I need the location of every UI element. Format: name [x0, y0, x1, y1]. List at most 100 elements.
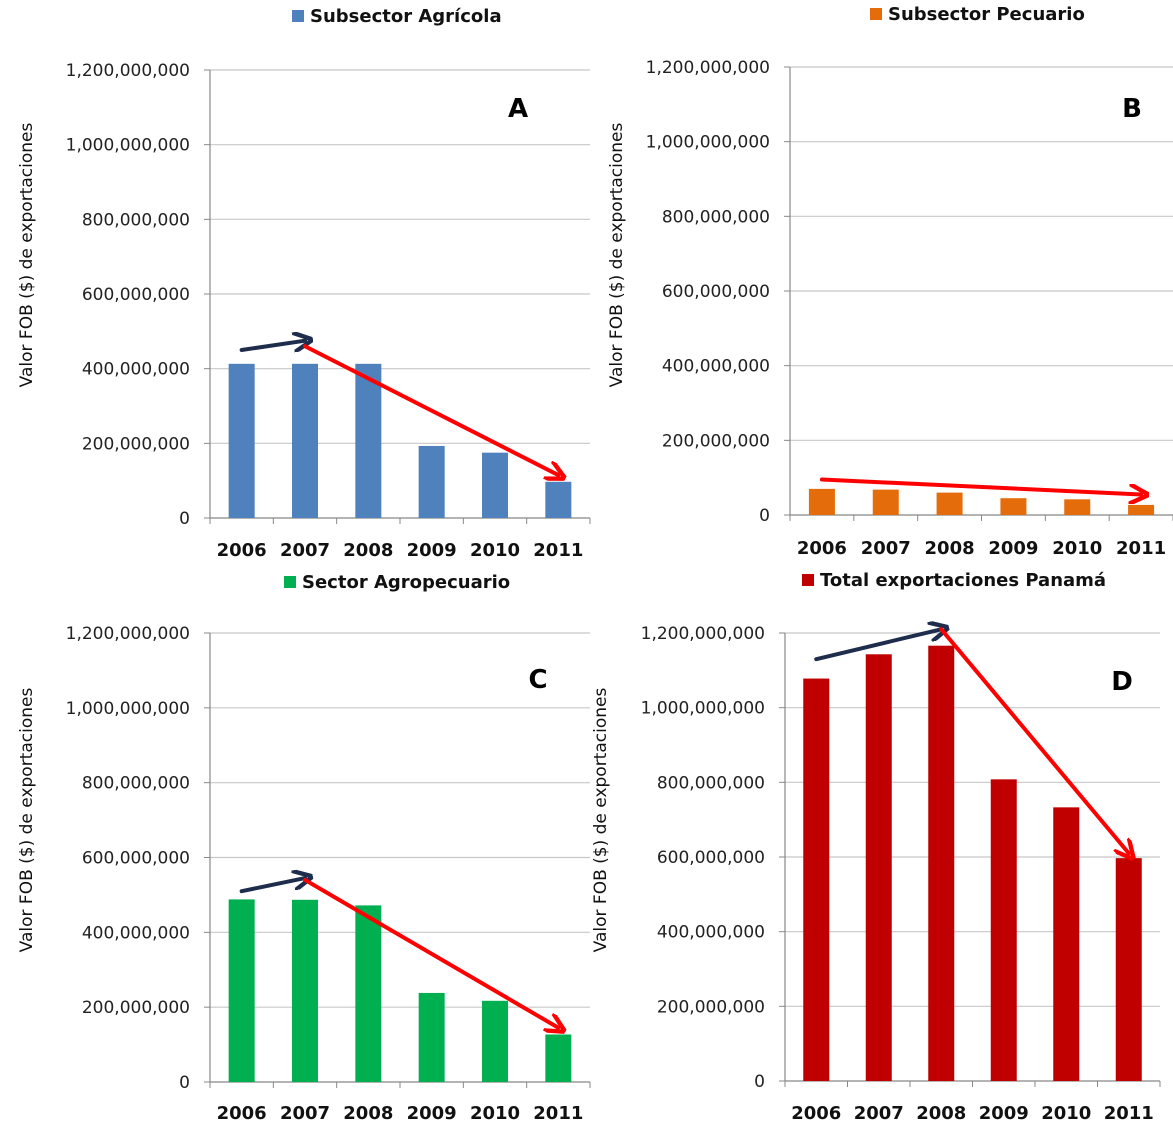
panel-letter: D — [1111, 667, 1133, 697]
x-tick-label: 2009 — [988, 538, 1038, 559]
x-tick-label: 2011 — [533, 1103, 583, 1123]
bar-2011 — [545, 1034, 572, 1082]
y-tick-label: 0 — [179, 1073, 190, 1093]
y-tick-label: 1,200,000,000 — [646, 58, 770, 78]
trend-arrow-up — [814, 629, 941, 662]
y-axis-label: Valor FOB ($) de exportaciones — [17, 688, 37, 953]
x-tick-label: 2006 — [791, 1103, 841, 1123]
trend-arrow-down — [303, 344, 558, 475]
bar-2009 — [418, 992, 445, 1082]
bar-2009 — [990, 779, 1017, 1081]
y-tick-label: 800,000,000 — [662, 207, 770, 227]
x-tick-label: 2007 — [861, 538, 911, 559]
x-tick-label: 2011 — [1116, 538, 1166, 559]
x-tick-label: 2007 — [280, 540, 330, 561]
bar-2009 — [1000, 498, 1027, 515]
y-tick-label: 400,000,000 — [82, 360, 190, 380]
x-tick-label: 2010 — [1041, 1103, 1091, 1123]
y-tick-label: 600,000,000 — [82, 285, 190, 305]
chart-panel-b: 0 200,000,000 400,000,000 600,000,000 800,00… — [607, 4, 1173, 559]
trend-arrow-down — [939, 627, 1129, 853]
x-tick-label: 2010 — [470, 540, 520, 561]
y-axis-label: Valor FOB ($) de exportaciones — [591, 688, 611, 953]
x-tick-label: 2006 — [217, 540, 267, 561]
y-tick-label: 600,000,000 — [82, 849, 190, 869]
legend-label: Subsector Agrícola — [310, 6, 502, 27]
x-tick-label: 2010 — [470, 1103, 520, 1123]
bar-2006 — [228, 363, 255, 518]
trend-arrow-down — [303, 877, 558, 1028]
y-tick-label: 200,000,000 — [662, 431, 770, 451]
bar-2006 — [803, 678, 830, 1081]
bar-2010 — [1064, 499, 1091, 515]
y-tick-label: 1,000,000,000 — [66, 136, 190, 156]
chart-panel-a: 0 200,000,000 400,000,000 600,000,000 800,00… — [17, 6, 591, 561]
y-tick-label: 200,000,000 — [657, 997, 765, 1017]
y-tick-label: 1,000,000,000 — [641, 699, 765, 719]
bar-2007 — [292, 899, 318, 1082]
legend-label: Total exportaciones Panamá — [820, 570, 1106, 591]
legend-label: Sector Agropecuario — [302, 572, 510, 593]
bar-2008 — [355, 363, 382, 518]
y-tick-label: 0 — [759, 506, 770, 526]
chart-panel-d: 0 200,000,000 400,000,000 600,000,000 800,00… — [591, 570, 1161, 1123]
x-tick-label: 2008 — [343, 540, 393, 561]
bar-2011 — [1115, 858, 1142, 1081]
x-tick-label: 2006 — [217, 1103, 267, 1123]
y-tick-label: 600,000,000 — [662, 282, 770, 302]
y-tick-label: 0 — [179, 509, 190, 529]
panel-letter: C — [528, 665, 547, 695]
y-axis-label: Valor FOB ($) de exportaciones — [17, 123, 37, 388]
legend-label: Subsector Pecuario — [888, 4, 1085, 25]
y-tick-label: 800,000,000 — [82, 774, 190, 794]
x-tick-label: 2008 — [916, 1103, 966, 1123]
x-tick-label: 2008 — [925, 538, 975, 559]
y-tick-label: 600,000,000 — [657, 848, 765, 868]
panel-letter: A — [508, 94, 528, 124]
bar-2007 — [872, 489, 899, 515]
bar-2006 — [808, 488, 835, 515]
x-tick-label: 2009 — [407, 1103, 457, 1123]
trend-arrow-up — [239, 878, 305, 894]
panel-letter: B — [1122, 94, 1142, 124]
legend-swatch — [870, 8, 882, 20]
y-tick-label: 400,000,000 — [82, 923, 190, 943]
bar-2008 — [936, 492, 963, 515]
y-tick-label: 1,200,000,000 — [66, 624, 190, 644]
x-tick-label: 2006 — [797, 538, 847, 559]
y-tick-label: 800,000,000 — [82, 210, 190, 230]
x-tick-label: 2008 — [343, 1103, 393, 1123]
bar-2007 — [865, 654, 892, 1081]
y-tick-label: 400,000,000 — [657, 923, 765, 943]
legend-swatch — [802, 574, 814, 586]
x-tick-label: 2011 — [533, 540, 583, 561]
bar-2010 — [482, 452, 508, 518]
legend-swatch — [292, 10, 304, 22]
y-tick-label: 200,000,000 — [82, 434, 190, 454]
y-tick-label: 0 — [754, 1072, 765, 1092]
bar-2007 — [292, 363, 318, 518]
x-tick-label: 2009 — [407, 540, 457, 561]
bar-2010 — [1053, 807, 1080, 1081]
x-tick-label: 2010 — [1052, 538, 1102, 559]
y-tick-label: 800,000,000 — [657, 773, 765, 793]
x-tick-label: 2007 — [854, 1103, 904, 1123]
bar-2006 — [228, 899, 255, 1082]
y-tick-label: 1,000,000,000 — [66, 699, 190, 719]
bar-2010 — [482, 1000, 508, 1082]
y-tick-label: 1,200,000,000 — [66, 61, 190, 81]
x-tick-label: 2011 — [1104, 1103, 1154, 1123]
legend-swatch — [284, 576, 296, 588]
bar-2008 — [355, 905, 382, 1082]
y-tick-label: 1,000,000,000 — [646, 133, 770, 153]
y-tick-label: 400,000,000 — [662, 357, 770, 377]
x-tick-label: 2007 — [280, 1103, 330, 1123]
bar-2011 — [1128, 504, 1155, 515]
trend-arrow-down — [819, 477, 1141, 495]
y-tick-label: 1,200,000,000 — [641, 624, 765, 644]
y-tick-label: 200,000,000 — [82, 998, 190, 1018]
chart-panel-c: 0 200,000,000 400,000,000 600,000,000 800,00… — [17, 572, 591, 1123]
x-tick-label: 2009 — [979, 1103, 1029, 1123]
bar-2009 — [418, 445, 445, 518]
